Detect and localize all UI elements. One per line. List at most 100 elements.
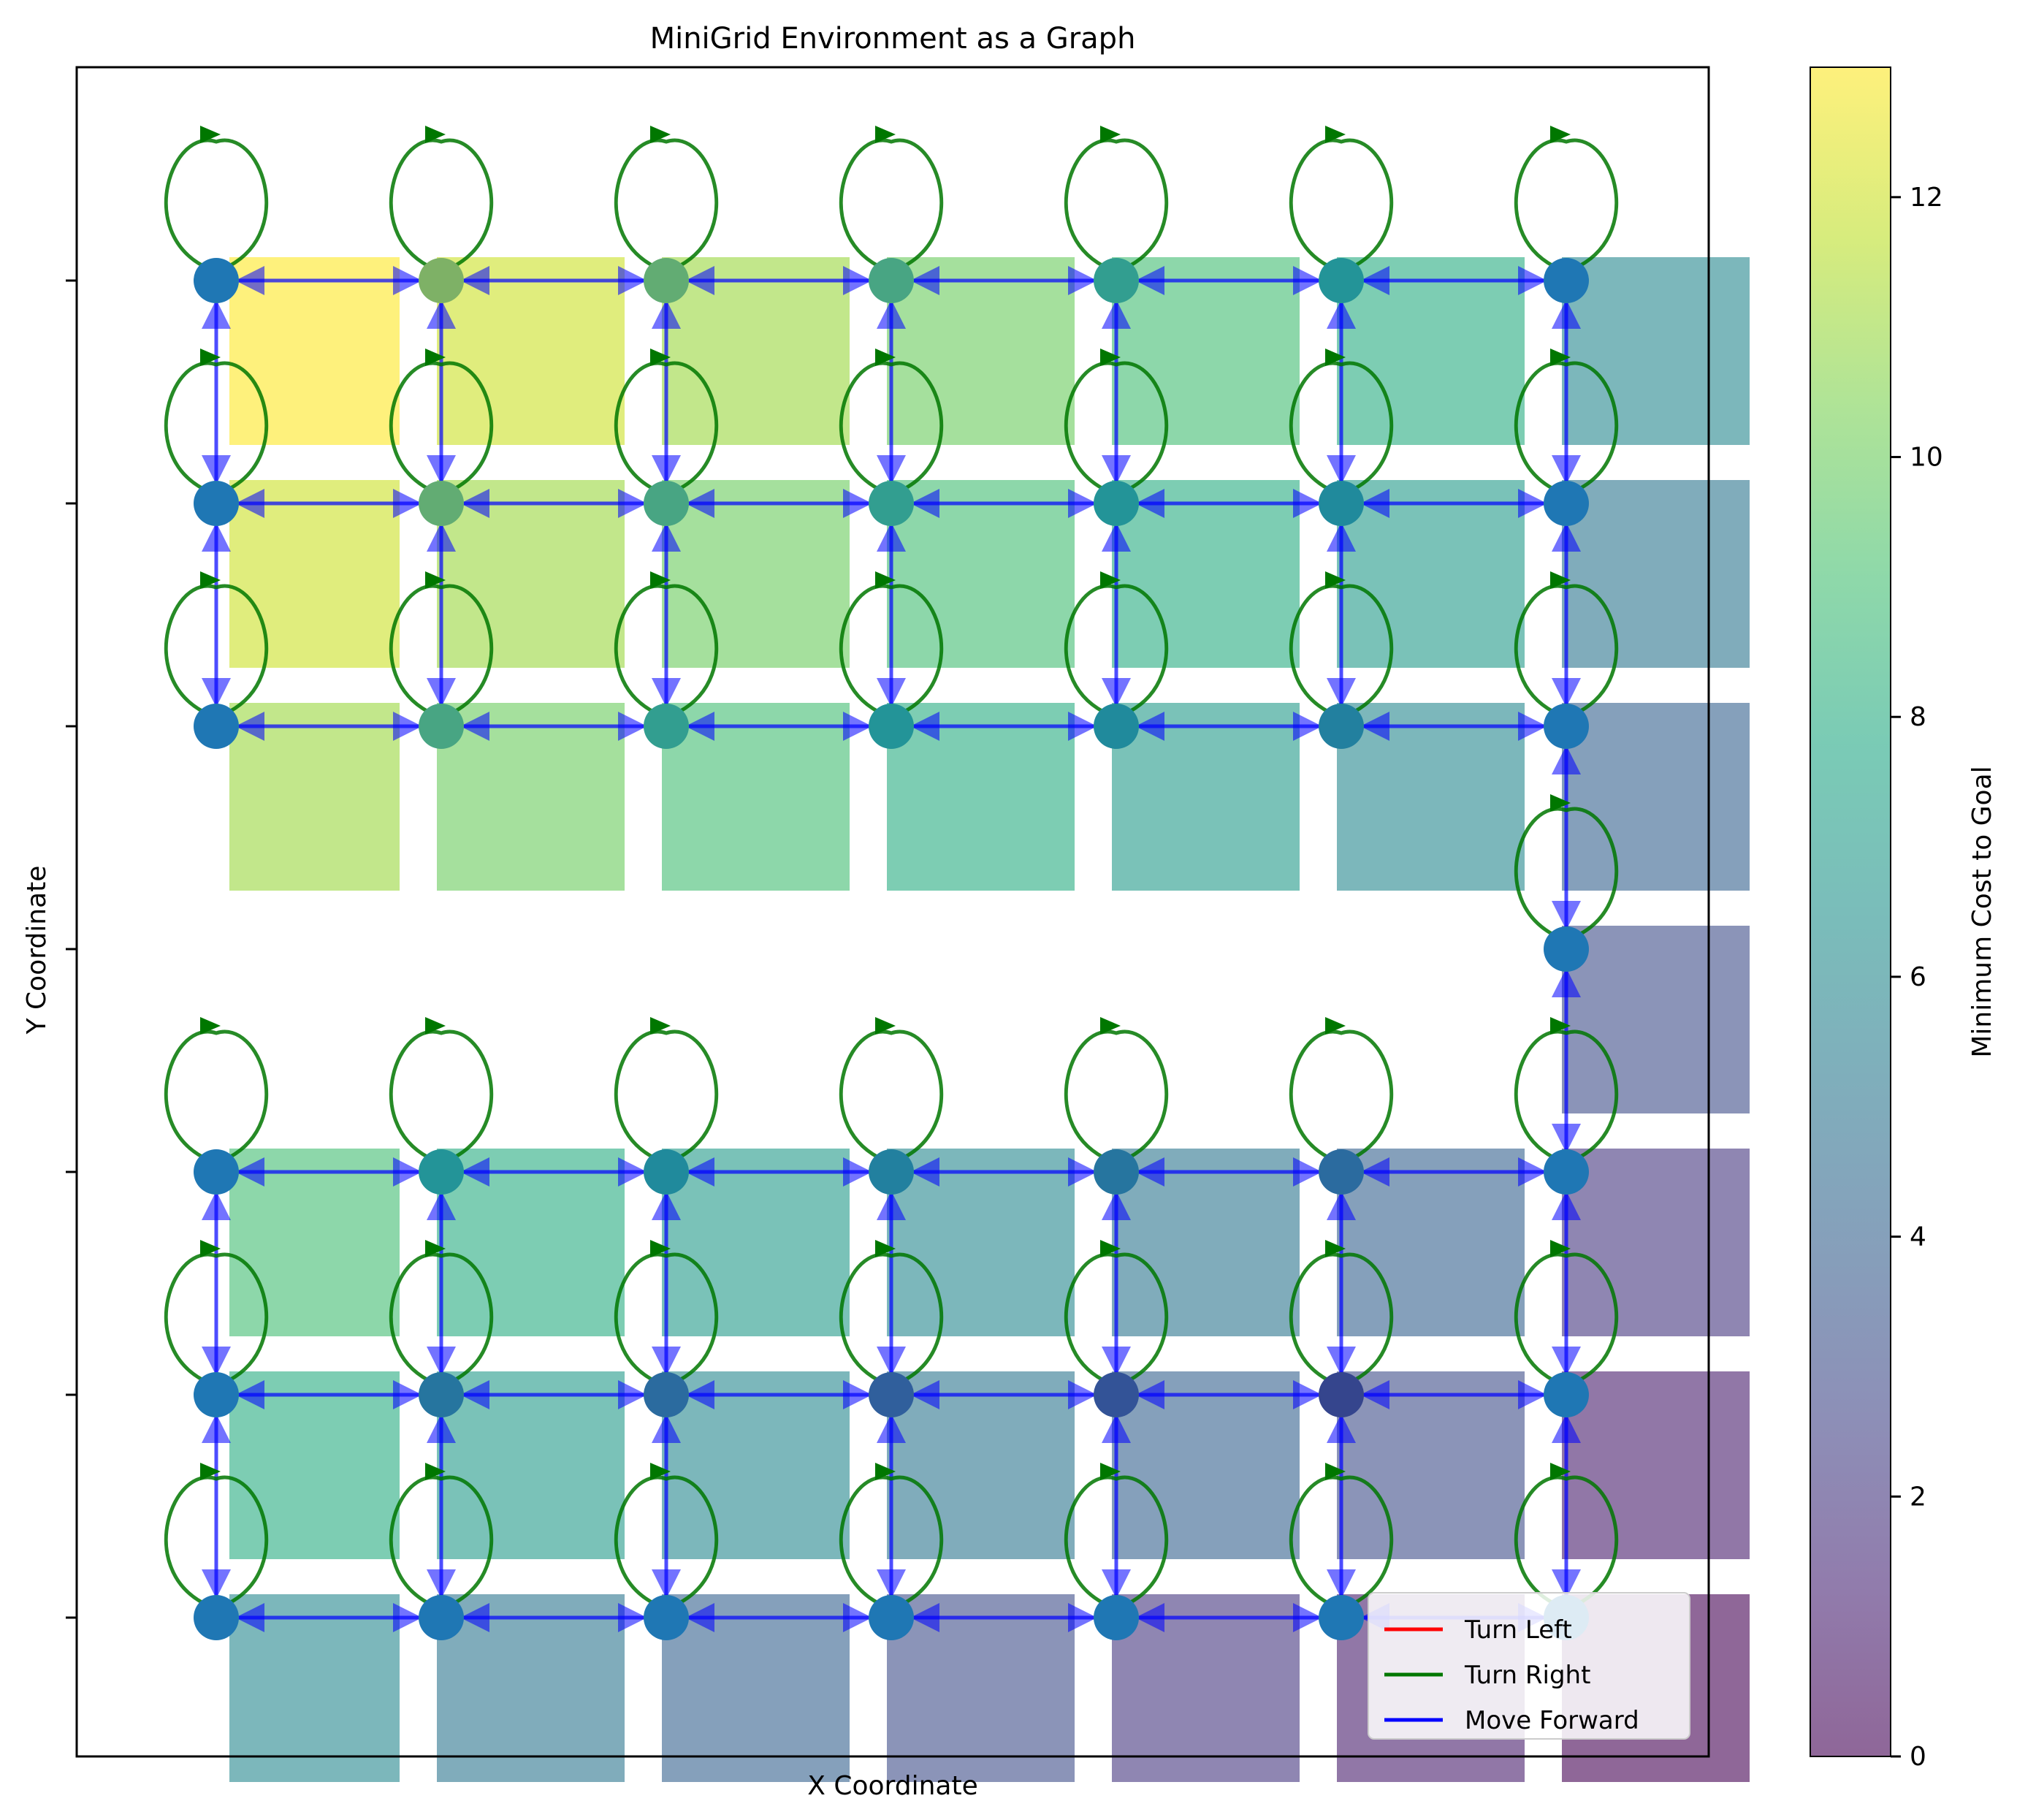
graph-node [194, 1595, 239, 1640]
graph-node [1319, 481, 1364, 526]
heat-cell [662, 1371, 850, 1559]
turn-right-loop [614, 1252, 719, 1382]
turn-right-arrowhead [1100, 349, 1121, 366]
move-forward-edges [202, 266, 1581, 1632]
turn-right-arrowhead [200, 1240, 221, 1257]
graph-node [194, 704, 239, 749]
heat-cell [437, 1149, 625, 1336]
turn-right-loop [839, 1029, 944, 1160]
graph-node [869, 704, 914, 749]
heat-cell [1337, 257, 1525, 445]
turn-right-loop [1514, 584, 1619, 714]
turn-right-arrowhead [1100, 1240, 1121, 1257]
turn-right-loop [1289, 584, 1394, 714]
turn-right-loop [389, 138, 494, 268]
heat-cell [1562, 703, 1750, 891]
turn-right-arrowhead [1325, 126, 1346, 143]
turn-right-arrowhead [1550, 1240, 1571, 1257]
heat-cell [1112, 1149, 1300, 1336]
turn-right-arrowhead [1325, 1463, 1346, 1480]
heat-cell [1112, 703, 1300, 891]
legend-label-turn-right: Turn Right [1464, 1661, 1590, 1690]
turn-right-arrowhead [1100, 571, 1121, 589]
graph-node [419, 1595, 464, 1640]
graph-node [1544, 258, 1589, 303]
turn-right-loop [164, 138, 269, 268]
turn-right-loop [164, 1029, 269, 1160]
heat-cell [437, 1594, 625, 1782]
turn-right-arrowhead [1550, 1017, 1571, 1035]
heat-cell [437, 257, 625, 445]
graph-node [644, 481, 689, 526]
graph-node [1544, 704, 1589, 749]
colorbar-tick-label: 6 [1910, 962, 1926, 992]
turn-right-loop [1289, 361, 1394, 491]
heat-cell [229, 703, 400, 891]
graph-node [419, 1372, 464, 1417]
turn-right-arrowhead [425, 1463, 446, 1480]
turn-right-arrowhead [650, 126, 671, 143]
graph-node [194, 481, 239, 526]
heat-cell [229, 1149, 400, 1336]
turn-right-loop [164, 361, 269, 491]
plot-frame [75, 66, 1710, 1758]
heat-cell [887, 257, 1075, 445]
turn-right-arrowhead [1325, 571, 1346, 589]
turn-right-loop [839, 138, 944, 268]
graph-node [1319, 258, 1364, 303]
y-axis-label: Y Coordinate [22, 866, 52, 1035]
turn-right-loop [164, 1252, 269, 1382]
turn-right-arrowhead [1325, 349, 1346, 366]
turn-right-arrowhead [425, 1240, 446, 1257]
turn-right-arrowhead [650, 1017, 671, 1035]
graph-node [1544, 926, 1589, 972]
heat-cell [1562, 480, 1750, 668]
turn-right-loop [1289, 138, 1394, 268]
graph-node [194, 258, 239, 303]
turn-right-loop [389, 361, 494, 491]
heat-cell [1337, 1371, 1525, 1559]
graph-node [644, 1372, 689, 1417]
turn-right-arrowhead [1100, 126, 1121, 143]
turn-right-loop [164, 584, 269, 714]
turn-right-loop [164, 1475, 269, 1605]
heat-cell [1112, 1594, 1300, 1782]
turn-right-arrowhead [1325, 1017, 1346, 1035]
graph-node [644, 258, 689, 303]
turn-right-arrowhead [1550, 1463, 1571, 1480]
turn-right-arrowhead [1550, 571, 1571, 589]
turn-right-loop [1064, 1029, 1169, 1160]
colorbar-tick-label: 4 [1910, 1222, 1926, 1252]
heat-cell [437, 480, 625, 668]
graph-node [869, 481, 914, 526]
heat-cell [1337, 480, 1525, 668]
legend-label-turn-left: Turn Left [1464, 1615, 1572, 1645]
colorbar: 0 2 4 6 8 10 12 Minimum Cost to Goal [1810, 66, 1997, 1772]
heat-cell [662, 480, 850, 668]
turn-right-loop [1064, 361, 1169, 491]
graph-node [869, 1149, 914, 1195]
heat-cell [229, 1371, 400, 1559]
turn-right-loop [1514, 138, 1619, 268]
turn-right-loop [614, 584, 719, 714]
graph-node [419, 481, 464, 526]
graph-node [644, 704, 689, 749]
turn-right-arrowhead [200, 1017, 221, 1035]
colorbar-tick-label: 0 [1910, 1742, 1926, 1772]
graph-node [1544, 481, 1589, 526]
turn-right-loop [839, 1252, 944, 1382]
heat-cell [887, 1371, 1075, 1559]
turn-right-loop [839, 361, 944, 491]
y-axis-ticks [66, 279, 77, 1619]
turn-right-arrowhead [1100, 1017, 1121, 1035]
legend-box [1368, 1592, 1690, 1740]
turn-right-arrowhead [650, 349, 671, 366]
heat-cell [1112, 1371, 1300, 1559]
heat-cell [437, 1371, 625, 1559]
graph-node [644, 1149, 689, 1195]
turn-right-loop [1064, 584, 1169, 714]
x-axis-label: X Coordinate [807, 1771, 977, 1801]
turn-right-arrowhead [425, 1017, 446, 1035]
turn-right-arrowhead [1100, 1463, 1121, 1480]
graph-node [1319, 1372, 1364, 1417]
